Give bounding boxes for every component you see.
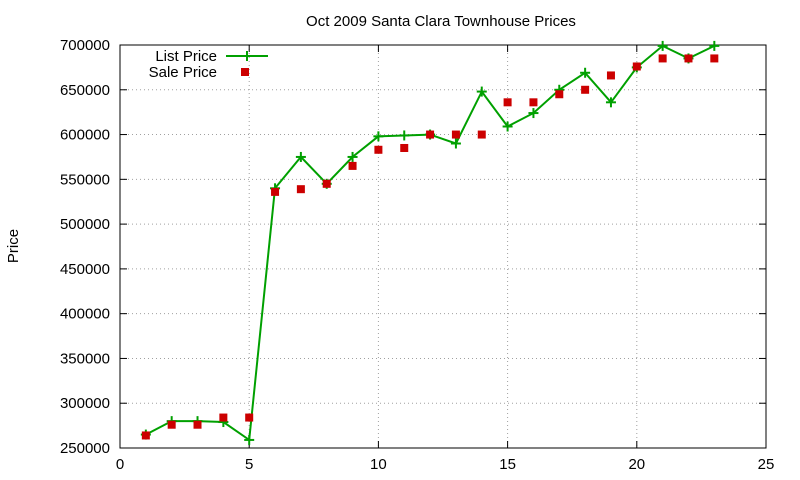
sale-price-point	[271, 187, 280, 196]
sale-price-point	[296, 185, 305, 194]
list-price-point	[373, 131, 384, 142]
axes: 0 5 10 15 20 25 250000 300000 350000 400000 450000…	[60, 37, 774, 473]
list-price-point	[476, 86, 487, 97]
y-tick-label: 250000	[60, 440, 110, 457]
x-tick-label: 25	[758, 456, 775, 473]
sale-price-point	[684, 54, 693, 63]
x-tick-label: 0	[116, 456, 124, 473]
series-layer	[140, 40, 720, 445]
y-axis-label: Price	[5, 229, 22, 263]
sale-price-point	[374, 145, 383, 154]
list-price-point	[244, 434, 255, 445]
y-tick-label: 350000	[60, 350, 110, 367]
grid-lines	[120, 45, 766, 448]
y-tick-label: 700000	[60, 37, 110, 54]
legend-marker-list-price	[242, 51, 252, 61]
x-tick-label: 5	[245, 456, 253, 473]
y-tick-label: 450000	[60, 261, 110, 278]
sale-price-point	[658, 54, 667, 63]
x-tick-label: 15	[499, 456, 516, 473]
sale-price-point	[503, 98, 512, 107]
list-price-point	[580, 67, 591, 78]
list-price-point	[605, 97, 616, 108]
sale-price-point	[710, 54, 719, 63]
sale-price-point	[632, 62, 641, 71]
sale-price-point	[245, 413, 254, 422]
list-price-point	[528, 108, 539, 119]
chart-title: Oct 2009 Santa Clara Townhouse Prices	[306, 13, 576, 30]
sale-price-point	[477, 130, 486, 139]
list-price-point	[450, 138, 461, 149]
sale-price-point	[426, 130, 435, 139]
x-tick-label: 20	[628, 456, 645, 473]
y-tick-label: 300000	[60, 395, 110, 412]
sale-price-point	[529, 98, 538, 107]
list-price-point	[502, 121, 513, 132]
list-price-point	[399, 130, 410, 141]
legend-marker-sale-price	[241, 68, 249, 76]
legend-label-sale-price: Sale Price	[149, 64, 217, 81]
x-tick-label: 10	[370, 456, 387, 473]
list-price-point	[295, 151, 306, 162]
legend-label-list-price: List Price	[155, 48, 217, 65]
y-tick-label: 500000	[60, 216, 110, 233]
list-price-point	[709, 40, 720, 51]
sale-price-point	[555, 90, 564, 99]
sale-price-point	[141, 431, 150, 440]
sale-price-point	[348, 161, 357, 170]
plot-border	[119, 44, 767, 449]
list-price-point	[657, 40, 668, 51]
sale-price-point	[581, 85, 590, 94]
sale-price-point	[219, 413, 228, 422]
y-tick-label: 650000	[60, 82, 110, 99]
sale-price-point	[167, 420, 176, 429]
sale-price-point	[400, 143, 409, 152]
sale-price-point	[193, 420, 202, 429]
y-tick-label: 400000	[60, 306, 110, 323]
y-tick-label: 600000	[60, 127, 110, 144]
list-price-line	[145, 44, 715, 442]
sale-price-point	[451, 130, 460, 139]
list-price-point	[347, 151, 358, 162]
sale-price-point	[322, 179, 331, 188]
y-tick-label: 550000	[60, 171, 110, 188]
sale-price-point	[606, 71, 615, 80]
